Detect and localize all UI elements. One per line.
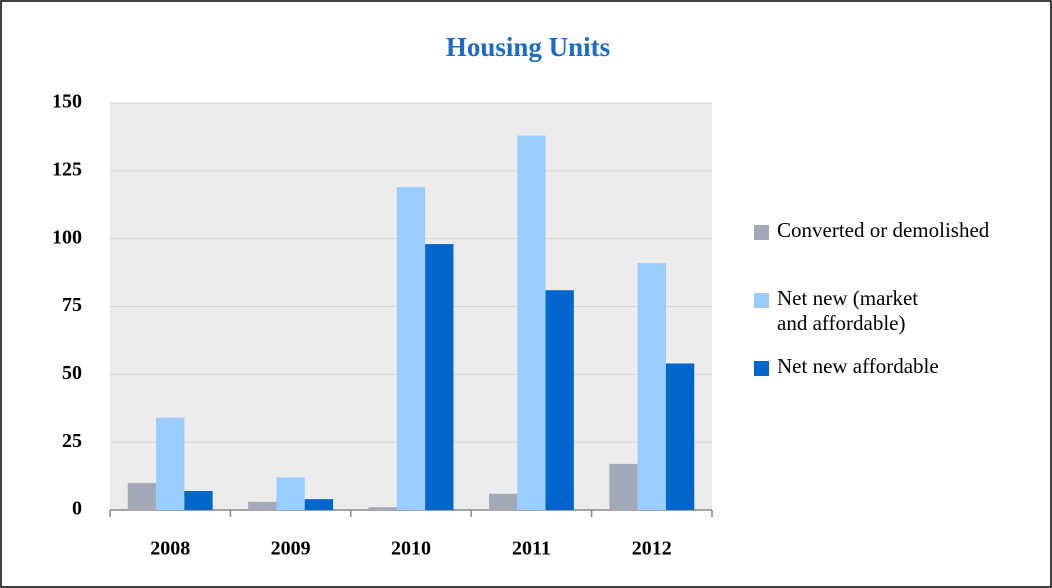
legend-label: Net new affordable <box>777 354 939 378</box>
bar <box>665 363 695 510</box>
y-tick-label: 0 <box>72 498 82 520</box>
bar <box>425 244 454 511</box>
y-tick-label: 150 <box>52 91 82 113</box>
legend-item: Converted or demolished <box>752 218 1047 250</box>
legend-label: Net new (market and affordable) <box>777 286 919 335</box>
bar <box>304 499 334 510</box>
bar <box>545 290 574 510</box>
bar <box>127 482 157 510</box>
legend: Converted or demolished Net new (market a… <box>752 218 1047 379</box>
legend-swatch <box>754 293 769 308</box>
x-tick-label: 2012 <box>632 538 672 560</box>
legend-swatch <box>754 225 769 240</box>
bar <box>368 507 397 510</box>
x-tick-label: 2010 <box>391 538 431 560</box>
bar <box>156 417 185 510</box>
bar <box>184 491 213 510</box>
y-tick-label: 50 <box>62 362 82 384</box>
x-tick-label: 2008 <box>150 538 190 560</box>
legend-item: Net new affordable <box>752 354 1047 379</box>
bar <box>637 263 666 510</box>
x-tick-label: 2011 <box>512 538 551 560</box>
y-tick-label: 125 <box>52 158 82 180</box>
bar <box>248 501 277 510</box>
bar <box>609 463 638 510</box>
y-tick-label: 25 <box>62 430 82 452</box>
bar <box>517 135 546 510</box>
x-tick-label: 2009 <box>271 538 311 560</box>
y-tick-label: 100 <box>52 226 82 248</box>
chart-title: Housing Units <box>446 32 610 62</box>
bar <box>276 477 305 510</box>
legend-label: Converted or demolished <box>777 218 990 242</box>
bar <box>488 493 518 510</box>
legend-swatch <box>754 361 769 376</box>
bar <box>396 187 426 510</box>
y-tick-label: 75 <box>62 294 82 316</box>
legend-item: Net new (market and affordable) <box>752 286 947 346</box>
